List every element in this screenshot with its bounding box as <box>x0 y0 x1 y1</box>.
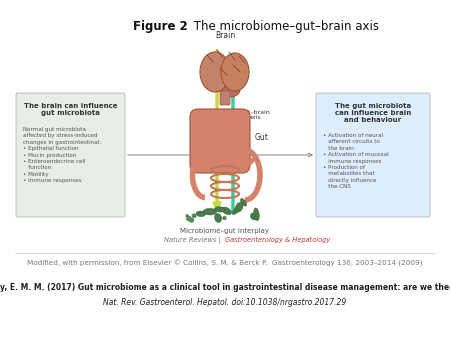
Text: Modified, with permission, from Elsevier © Collins, S. M. & Berck P.  Gastroente: Modified, with permission, from Elsevier… <box>27 260 423 267</box>
Text: Nature Reviews |: Nature Reviews | <box>164 237 223 244</box>
Text: The gut microbiota
can influence brain
and behaviour: The gut microbiota can influence brain a… <box>335 103 411 123</box>
Ellipse shape <box>221 207 231 215</box>
Circle shape <box>189 218 194 223</box>
Circle shape <box>187 216 192 220</box>
Ellipse shape <box>254 208 259 221</box>
Ellipse shape <box>235 202 243 212</box>
Text: Figure 2: Figure 2 <box>133 20 188 33</box>
Circle shape <box>222 216 227 220</box>
Ellipse shape <box>215 207 225 212</box>
Text: • Activation of neural
   afferent circuits to
   the brain
• Activation of muco: • Activation of neural afferent circuits… <box>323 133 389 189</box>
Text: Brain: Brain <box>215 31 235 40</box>
Text: Microbiome–gut interplay: Microbiome–gut interplay <box>180 228 270 234</box>
Text: Nat. Rev. Gastroenterol. Hepatol. doi:10.1038/nrgastro.2017.29: Nat. Rev. Gastroenterol. Hepatol. doi:10… <box>104 298 346 307</box>
FancyBboxPatch shape <box>190 109 250 173</box>
Text: The microbiome–gut–brain axis: The microbiome–gut–brain axis <box>190 20 379 33</box>
Text: Quigley, E. M. M. (2017) Gut microbiome as a clinical tool in gastrointestinal d: Quigley, E. M. M. (2017) Gut microbiome … <box>0 283 450 292</box>
Text: Gut–brain
axis: Gut–brain axis <box>240 110 271 120</box>
Ellipse shape <box>220 83 240 97</box>
Text: Gastroenterology & Hepatology: Gastroenterology & Hepatology <box>225 237 330 243</box>
Ellipse shape <box>196 211 206 217</box>
Text: Normal gut microbiota
affected by stress-induced
changes in gastrointestinal:
• : Normal gut microbiota affected by stress… <box>23 127 101 183</box>
Text: Gut: Gut <box>255 134 269 143</box>
FancyBboxPatch shape <box>16 93 125 217</box>
Ellipse shape <box>240 198 247 206</box>
FancyBboxPatch shape <box>316 93 430 217</box>
Ellipse shape <box>215 214 221 222</box>
Circle shape <box>192 213 197 218</box>
Ellipse shape <box>203 209 217 215</box>
Text: The brain can influence
gut microbiota: The brain can influence gut microbiota <box>24 103 117 116</box>
FancyBboxPatch shape <box>220 91 230 105</box>
Ellipse shape <box>200 52 230 92</box>
Circle shape <box>186 216 192 221</box>
Ellipse shape <box>221 53 249 91</box>
Circle shape <box>185 214 189 218</box>
Ellipse shape <box>250 213 258 220</box>
Ellipse shape <box>232 204 242 215</box>
